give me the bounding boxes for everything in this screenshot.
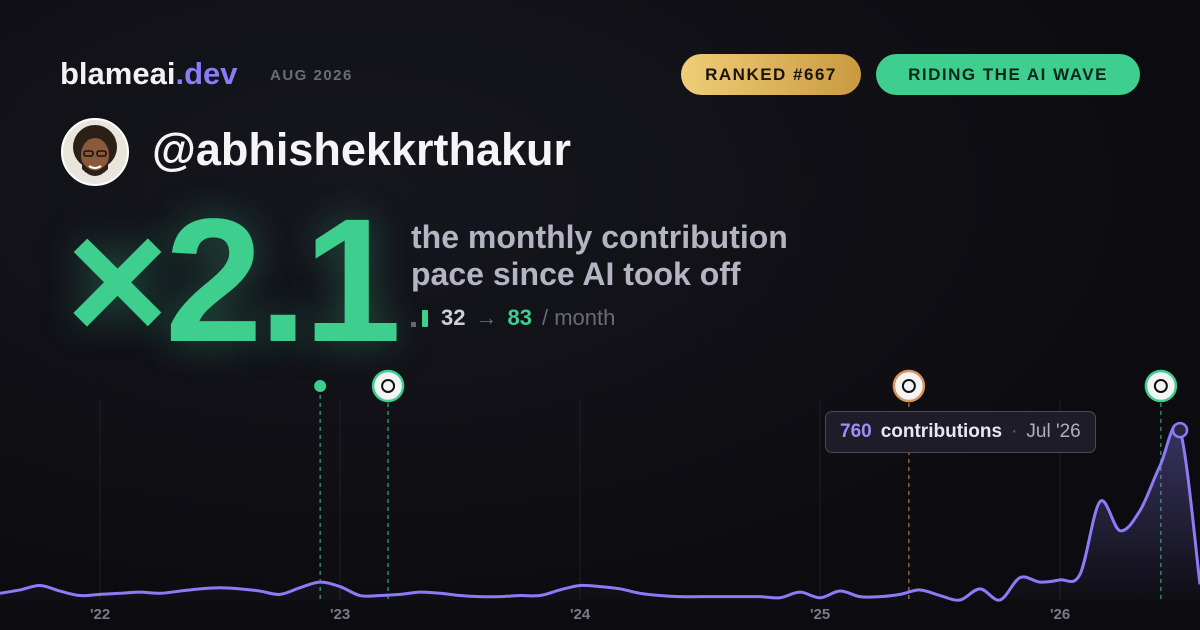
tooltip-value: 760 [840, 421, 872, 442]
x-tick-label: '24 [570, 606, 591, 623]
brand-tld: .dev [175, 56, 238, 91]
status-badge: RIDING THE AI WAVE [876, 54, 1140, 95]
x-tick-label: '23 [330, 606, 350, 623]
event-glyph [901, 379, 916, 393]
pace-unit: / month [541, 305, 616, 330]
pace-row: 32 → 83 / month [411, 305, 615, 331]
event-icon [371, 369, 405, 403]
line [0, 423, 1200, 602]
event-glyph [1153, 379, 1168, 393]
x-tick-label: '22 [90, 606, 110, 623]
event-glyph [381, 379, 396, 393]
tooltip-label: contributions [880, 421, 1003, 442]
brand-name: blameai [60, 56, 176, 91]
multiplier: ×2.1 [66, 183, 401, 379]
x-tick-label: '26 [1050, 606, 1070, 623]
brand: blameai.dev [60, 56, 237, 92]
avatar [61, 118, 129, 186]
caption: pace since AI took off [411, 256, 741, 292]
pace-before: 32 [441, 305, 466, 330]
rank-badge: RANKED #667 [681, 54, 861, 95]
pace-after: 83 [507, 305, 532, 330]
x-tick-label: '25 [810, 606, 830, 623]
user-handle: @abhishekkrthakur [152, 124, 572, 175]
caption: the monthly contribution [411, 219, 788, 255]
area [0, 424, 1200, 601]
pace-arrow: → [475, 305, 498, 330]
tooltip-date: Jul '26 [1026, 421, 1081, 442]
event-icon [892, 369, 926, 403]
event-icon [1144, 369, 1178, 403]
pace-icon [411, 310, 428, 327]
brand-date: AUG 2026 [270, 67, 353, 84]
event-dot [314, 380, 327, 392]
tooltip-separator: · [1011, 421, 1018, 442]
tooltip: 760 contributions · Jul '26 [825, 411, 1096, 453]
peak-ring [1171, 421, 1189, 439]
